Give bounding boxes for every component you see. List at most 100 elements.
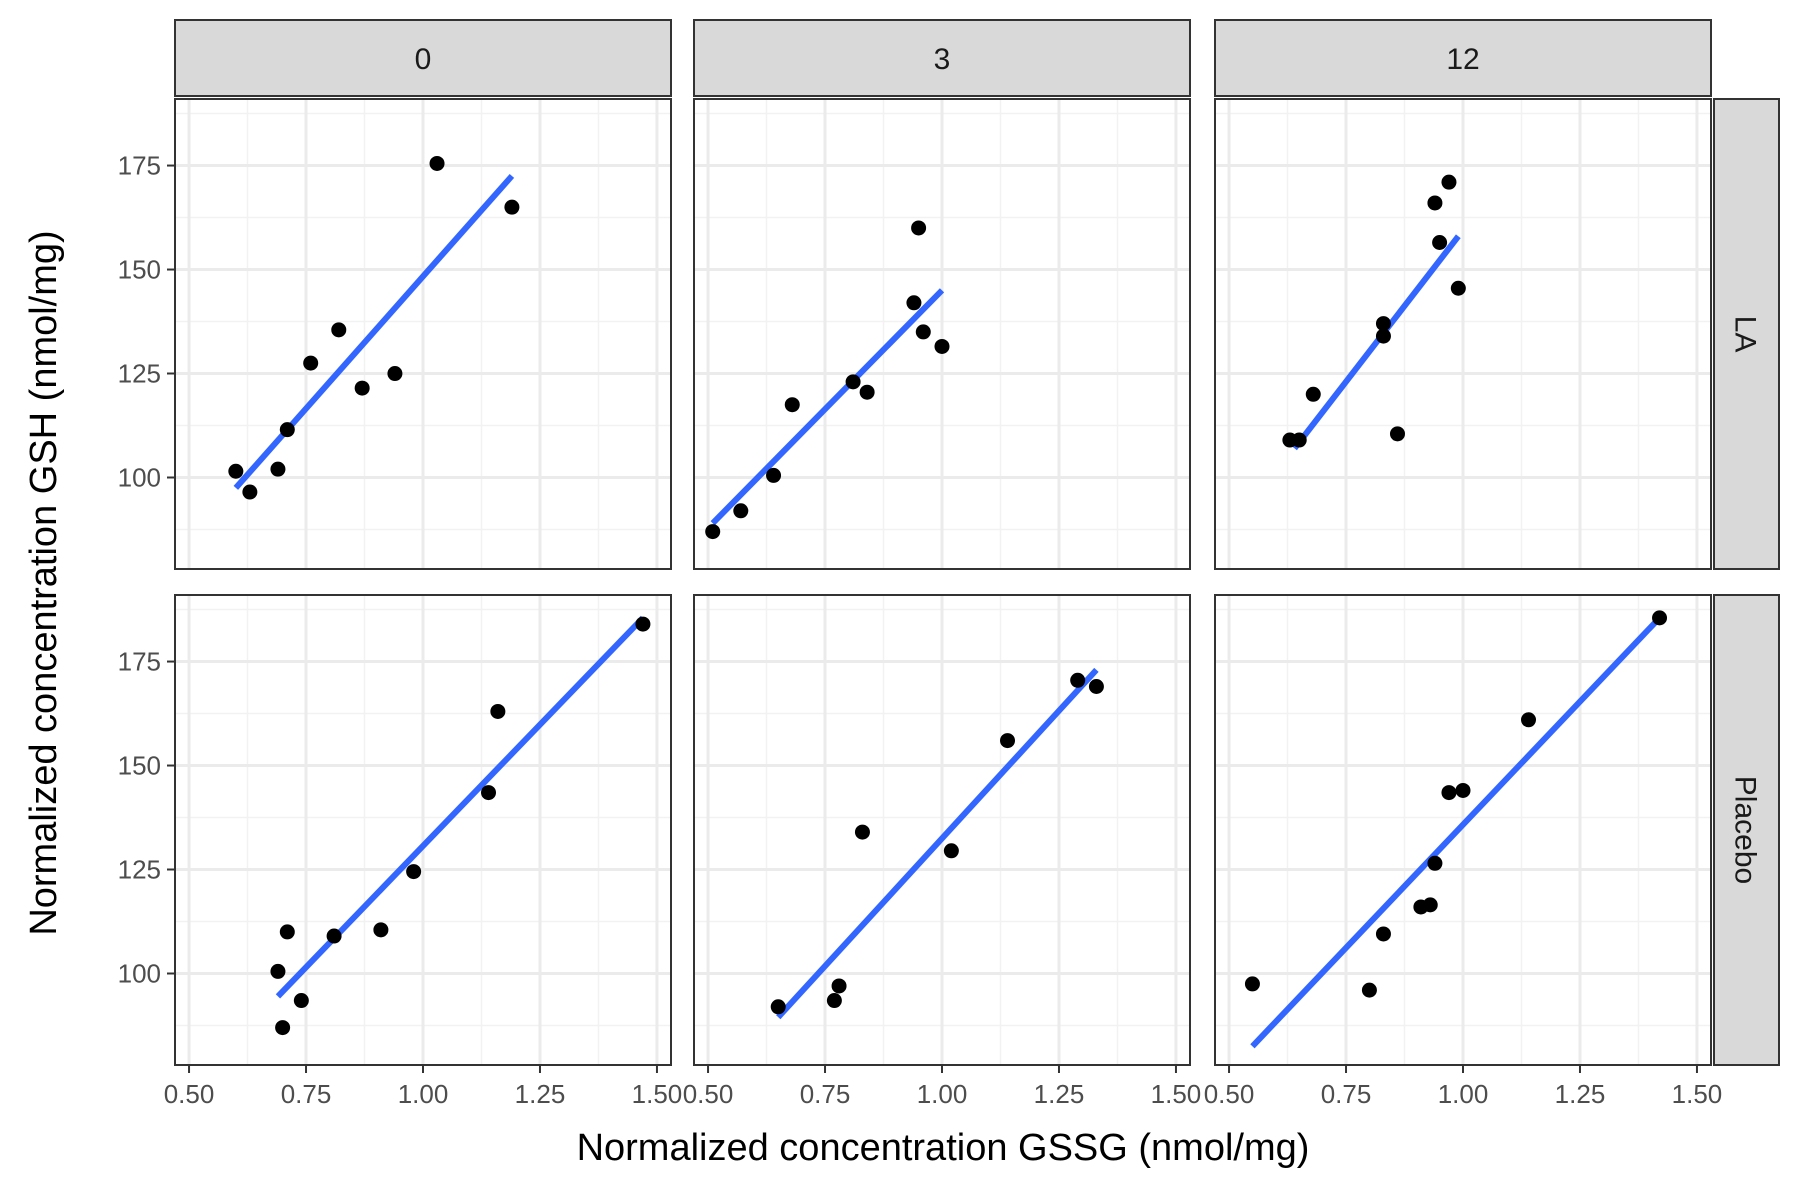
data-point [279, 422, 295, 438]
panel-la-0 [174, 98, 672, 570]
data-point [934, 338, 950, 354]
data-point [1000, 733, 1016, 749]
panel-placebo-12 [1214, 594, 1712, 1066]
data-point [1291, 432, 1307, 448]
row-strip-placebo: Placebo [1713, 594, 1780, 1066]
data-point [859, 384, 875, 400]
data-point [1441, 174, 1457, 190]
data-point [504, 199, 520, 215]
regression-line [1250, 615, 1662, 1049]
data-point [406, 864, 422, 880]
data-point [1427, 855, 1443, 871]
data-point [270, 461, 286, 477]
data-point [387, 366, 403, 382]
regression-line [1292, 234, 1461, 451]
data-point [1375, 926, 1391, 942]
data-point [1432, 234, 1448, 250]
data-point [784, 397, 800, 413]
column-strip-12: 12 [1214, 19, 1712, 97]
data-point [845, 374, 861, 390]
column-strip-0: 0 [174, 19, 672, 97]
data-point [490, 703, 506, 719]
data-point [705, 524, 721, 540]
strip-background [693, 19, 1191, 97]
x-tick-label: 1.00 [917, 1079, 968, 1109]
regression-line [233, 173, 515, 490]
x-tick-label: 1.25 [1034, 1079, 1085, 1109]
data-point [481, 785, 497, 801]
strip-background [1713, 594, 1780, 1066]
data-point [1305, 386, 1321, 402]
data-point [326, 928, 342, 944]
data-point [1375, 316, 1391, 332]
column-strip-label: 3 [934, 43, 951, 76]
y-tick-label: 125 [118, 359, 161, 389]
x-axis-title: Normalized concentration GSSG (nmol/mg) [577, 1127, 1310, 1169]
data-point [303, 355, 319, 371]
data-point [279, 924, 295, 940]
data-point [1375, 328, 1391, 344]
y-tick-label: 150 [118, 751, 161, 781]
panel-placebo-0 [174, 594, 672, 1066]
y-axis-title: Normalized concentration GSH (nmol/mg) [23, 230, 65, 935]
data-point [1361, 982, 1377, 998]
y-tick-label: 175 [118, 647, 161, 677]
panel-border [174, 98, 672, 570]
x-tick-label: 0.50 [1204, 1079, 1255, 1109]
data-point [915, 324, 931, 340]
panel-placebo-3 [693, 594, 1191, 1066]
x-tick-label: 0.75 [1321, 1079, 1372, 1109]
column-strip-label: 0 [415, 43, 432, 76]
row-strip-label: Placebo [1729, 776, 1762, 884]
data-point [1450, 280, 1466, 296]
panel-border [693, 98, 1191, 570]
y-tick-label: 125 [118, 855, 161, 885]
strip-background [1214, 19, 1712, 97]
data-point [354, 380, 370, 396]
data-point [1427, 195, 1443, 211]
data-point [943, 843, 959, 859]
y-tick-label: 100 [118, 958, 161, 988]
y-tick-label: 100 [118, 462, 161, 492]
x-tick-label: 1.25 [515, 1079, 566, 1109]
data-point [826, 993, 842, 1009]
data-point [906, 295, 922, 311]
data-point [242, 484, 258, 500]
x-tick-label: 1.25 [1555, 1079, 1606, 1109]
column-strip-label: 12 [1446, 43, 1479, 76]
row-strip-label: LA [1729, 316, 1762, 353]
panel-la-3 [693, 98, 1191, 570]
data-point [275, 1020, 291, 1036]
strip-background [1713, 98, 1780, 570]
data-point [1244, 976, 1260, 992]
data-point [429, 155, 445, 171]
x-tick-label: 0.50 [683, 1079, 734, 1109]
regression-line [776, 667, 1099, 1020]
data-point [1455, 782, 1471, 798]
data-point [770, 999, 786, 1015]
y-tick-label: 150 [118, 255, 161, 285]
x-tick-label: 0.75 [281, 1079, 332, 1109]
panel-la-12 [1214, 98, 1712, 570]
x-tick-label: 1.00 [1438, 1079, 1489, 1109]
strip-background [174, 19, 672, 97]
panels-layer [174, 98, 1712, 1066]
x-tick-label: 1.50 [632, 1079, 683, 1109]
ticks-layer: 100 125 150 175 100 125 150 175 0.50 0.75 1.00 1.25… [118, 151, 1723, 1109]
regression-line [710, 288, 945, 526]
y-tick-label: 175 [118, 151, 161, 181]
data-point [1521, 712, 1537, 728]
data-point [1422, 897, 1438, 913]
data-point [228, 463, 244, 479]
x-tick-label: 1.50 [1151, 1079, 1202, 1109]
x-tick-label: 1.50 [1672, 1079, 1723, 1109]
data-point [373, 922, 389, 938]
data-point [831, 978, 847, 994]
data-point [854, 824, 870, 840]
x-tick-label: 1.00 [398, 1079, 449, 1109]
strips-layer: 0 3 12 LA Placebo [174, 19, 1780, 1066]
data-point [1389, 426, 1405, 442]
data-point [911, 220, 927, 236]
x-tick-label: 0.75 [800, 1079, 851, 1109]
